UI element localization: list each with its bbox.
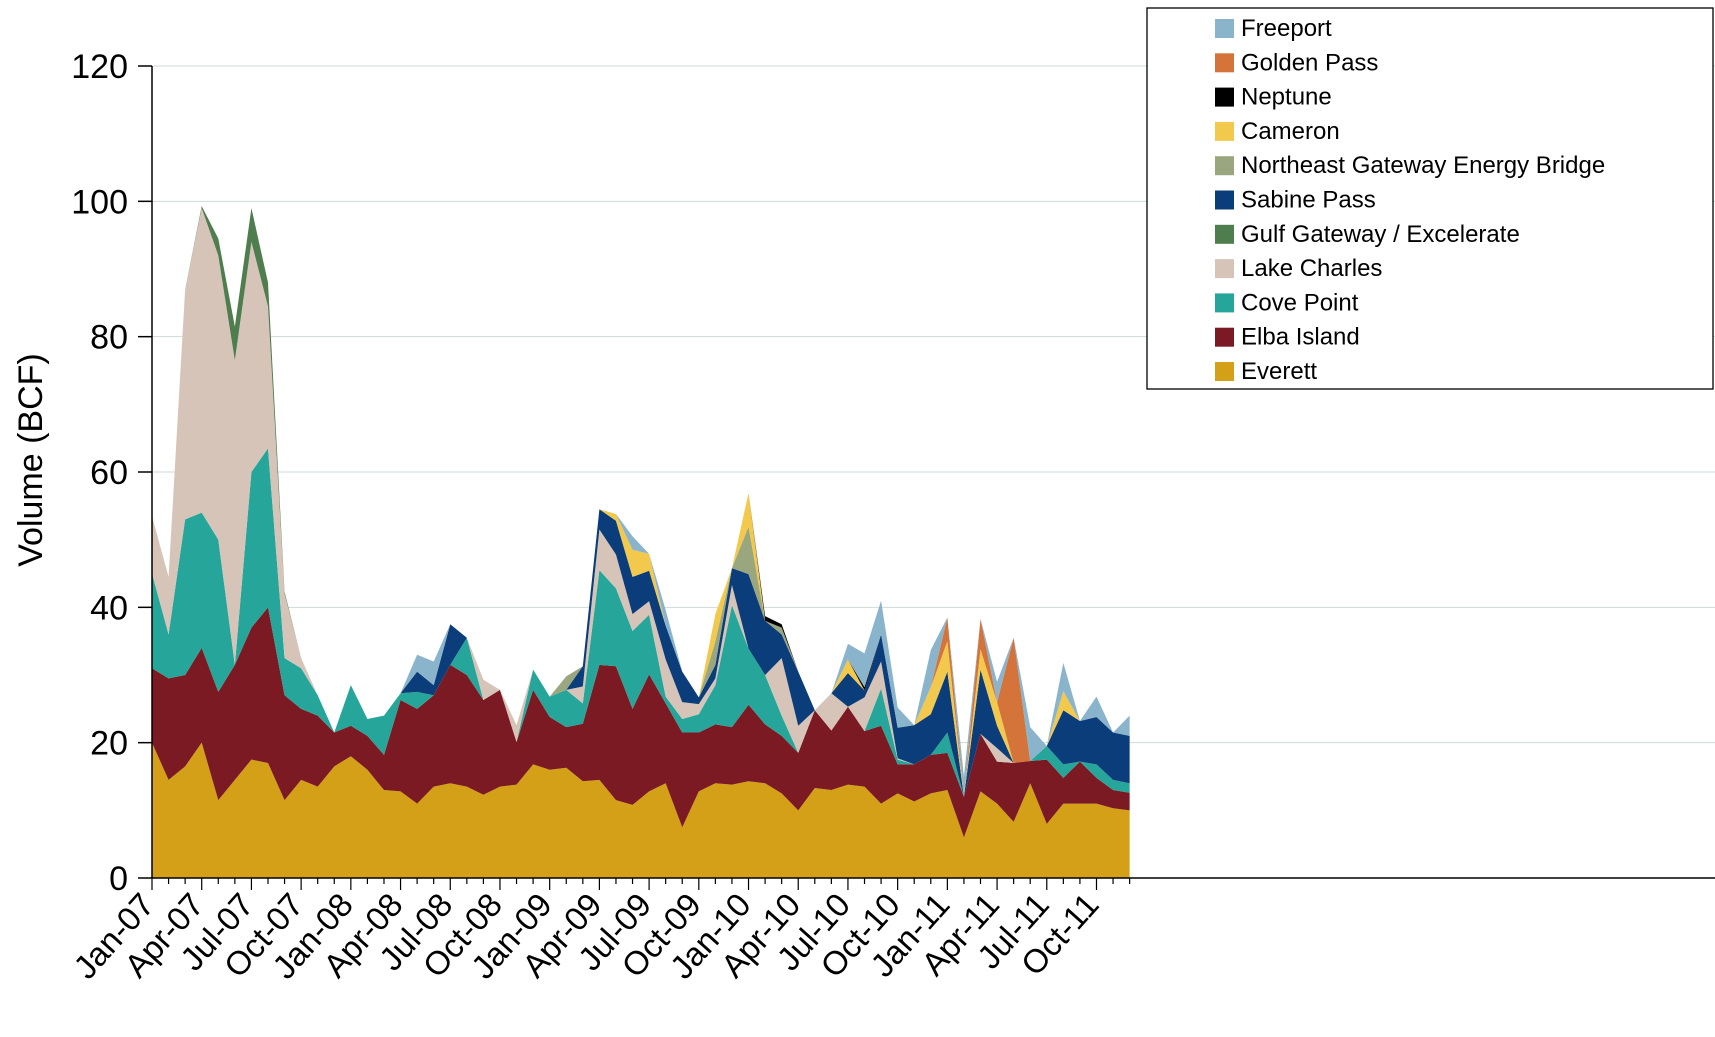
legend-swatch (1215, 224, 1234, 244)
area-lake-charles (152, 208, 1130, 797)
y-tick-label: 20 (90, 725, 128, 763)
legend-swatch (1215, 53, 1234, 73)
area-cove-point (152, 448, 1130, 797)
gridlines (152, 65, 1715, 744)
x-axis-ticks: Jan-07Apr-07Jul-07Oct-07Jan-08Apr-08Jul-… (66, 878, 1131, 986)
legend-swatch (1215, 121, 1234, 141)
y-tick-label: 80 (90, 319, 128, 357)
legend-label: Gulf Gateway / Excelerate (1241, 221, 1520, 248)
legend-label: Sabine Pass (1241, 187, 1376, 214)
area-freeport (152, 206, 1130, 797)
y-axis-ticks: 0 20 40 60 80 100 120 (71, 48, 152, 898)
y-tick-label: 40 (90, 589, 128, 627)
area-elba-island (152, 607, 1130, 838)
legend-swatch (1215, 190, 1234, 210)
legend-label: Northeast Gateway Energy Bridge (1241, 152, 1605, 179)
legend-label: Cameron (1241, 118, 1340, 145)
legend-label: Freeport (1241, 15, 1332, 42)
legend-items: Freeport Golden Pass Neptune Cameron Northea… (1215, 15, 1605, 385)
legend-swatch (1215, 19, 1234, 38)
legend-box (1146, 7, 1714, 390)
legend-label: Everett (1241, 358, 1317, 385)
y-tick-label: 0 (109, 860, 128, 898)
y-axis-title: Volume (BCF) (12, 353, 50, 567)
series-areas (152, 206, 1130, 878)
legend-label: Elba Island (1241, 324, 1360, 351)
legend-swatch (1215, 87, 1234, 107)
legend-swatch (1215, 156, 1234, 176)
legend-label: Cove Point (1241, 289, 1359, 316)
y-tick-label: 100 (71, 183, 128, 221)
legend-label: Lake Charles (1241, 255, 1382, 282)
legend-swatch (1215, 259, 1234, 279)
legend: Freeport Golden Pass Neptune Cameron Northea… (1146, 7, 1714, 390)
legend-swatch (1215, 327, 1234, 347)
y-tick-label: 60 (90, 454, 128, 492)
legend-label: Golden Pass (1241, 49, 1378, 76)
legend-label: Neptune (1241, 84, 1332, 111)
area-everett (152, 742, 1130, 878)
y-tick-label: 120 (71, 48, 128, 86)
legend-swatch (1215, 293, 1234, 313)
legend-swatch (1215, 362, 1234, 381)
